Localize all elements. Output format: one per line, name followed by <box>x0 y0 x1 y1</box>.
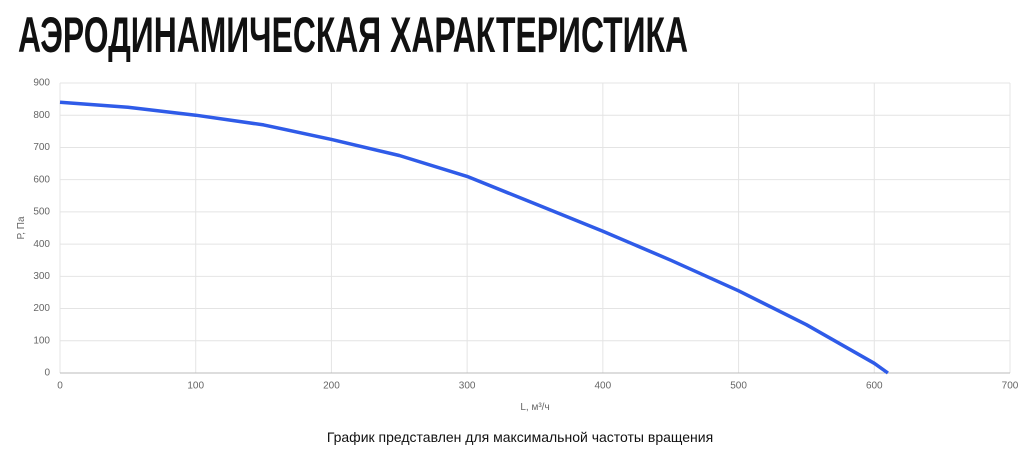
x-tick-label: 300 <box>459 381 476 392</box>
y-tick-label: 100 <box>33 335 50 346</box>
x-axis-title: L, м³/ч <box>520 402 549 413</box>
x-tick-label: 500 <box>730 381 747 392</box>
x-tick-label: 100 <box>187 381 204 392</box>
x-tick-label: 600 <box>866 381 883 392</box>
caption: График представлен для максимальной част… <box>327 429 713 445</box>
y-tick-label: 500 <box>33 207 50 218</box>
y-tick-label: 300 <box>33 271 50 282</box>
y-tick-label: 700 <box>33 142 50 153</box>
y-tick-label: 900 <box>33 78 50 89</box>
y-tick-label: 400 <box>33 239 50 250</box>
y-axis-title: Р, Па <box>16 216 27 240</box>
y-tick-label: 0 <box>44 368 50 379</box>
y-tick-label: 800 <box>33 110 50 121</box>
x-tick-label: 200 <box>323 381 340 392</box>
x-tick-label: 400 <box>595 381 612 392</box>
page-title: АЭРОДИНАМИЧЕСКАЯ ХАРАКТЕРИСТИКА <box>18 7 688 63</box>
y-tick-label: 200 <box>33 303 50 314</box>
x-tick-label: 0 <box>57 381 63 392</box>
y-tick-label: 600 <box>33 174 50 185</box>
x-tick-label: 700 <box>1002 381 1019 392</box>
data-line <box>59 100 889 375</box>
